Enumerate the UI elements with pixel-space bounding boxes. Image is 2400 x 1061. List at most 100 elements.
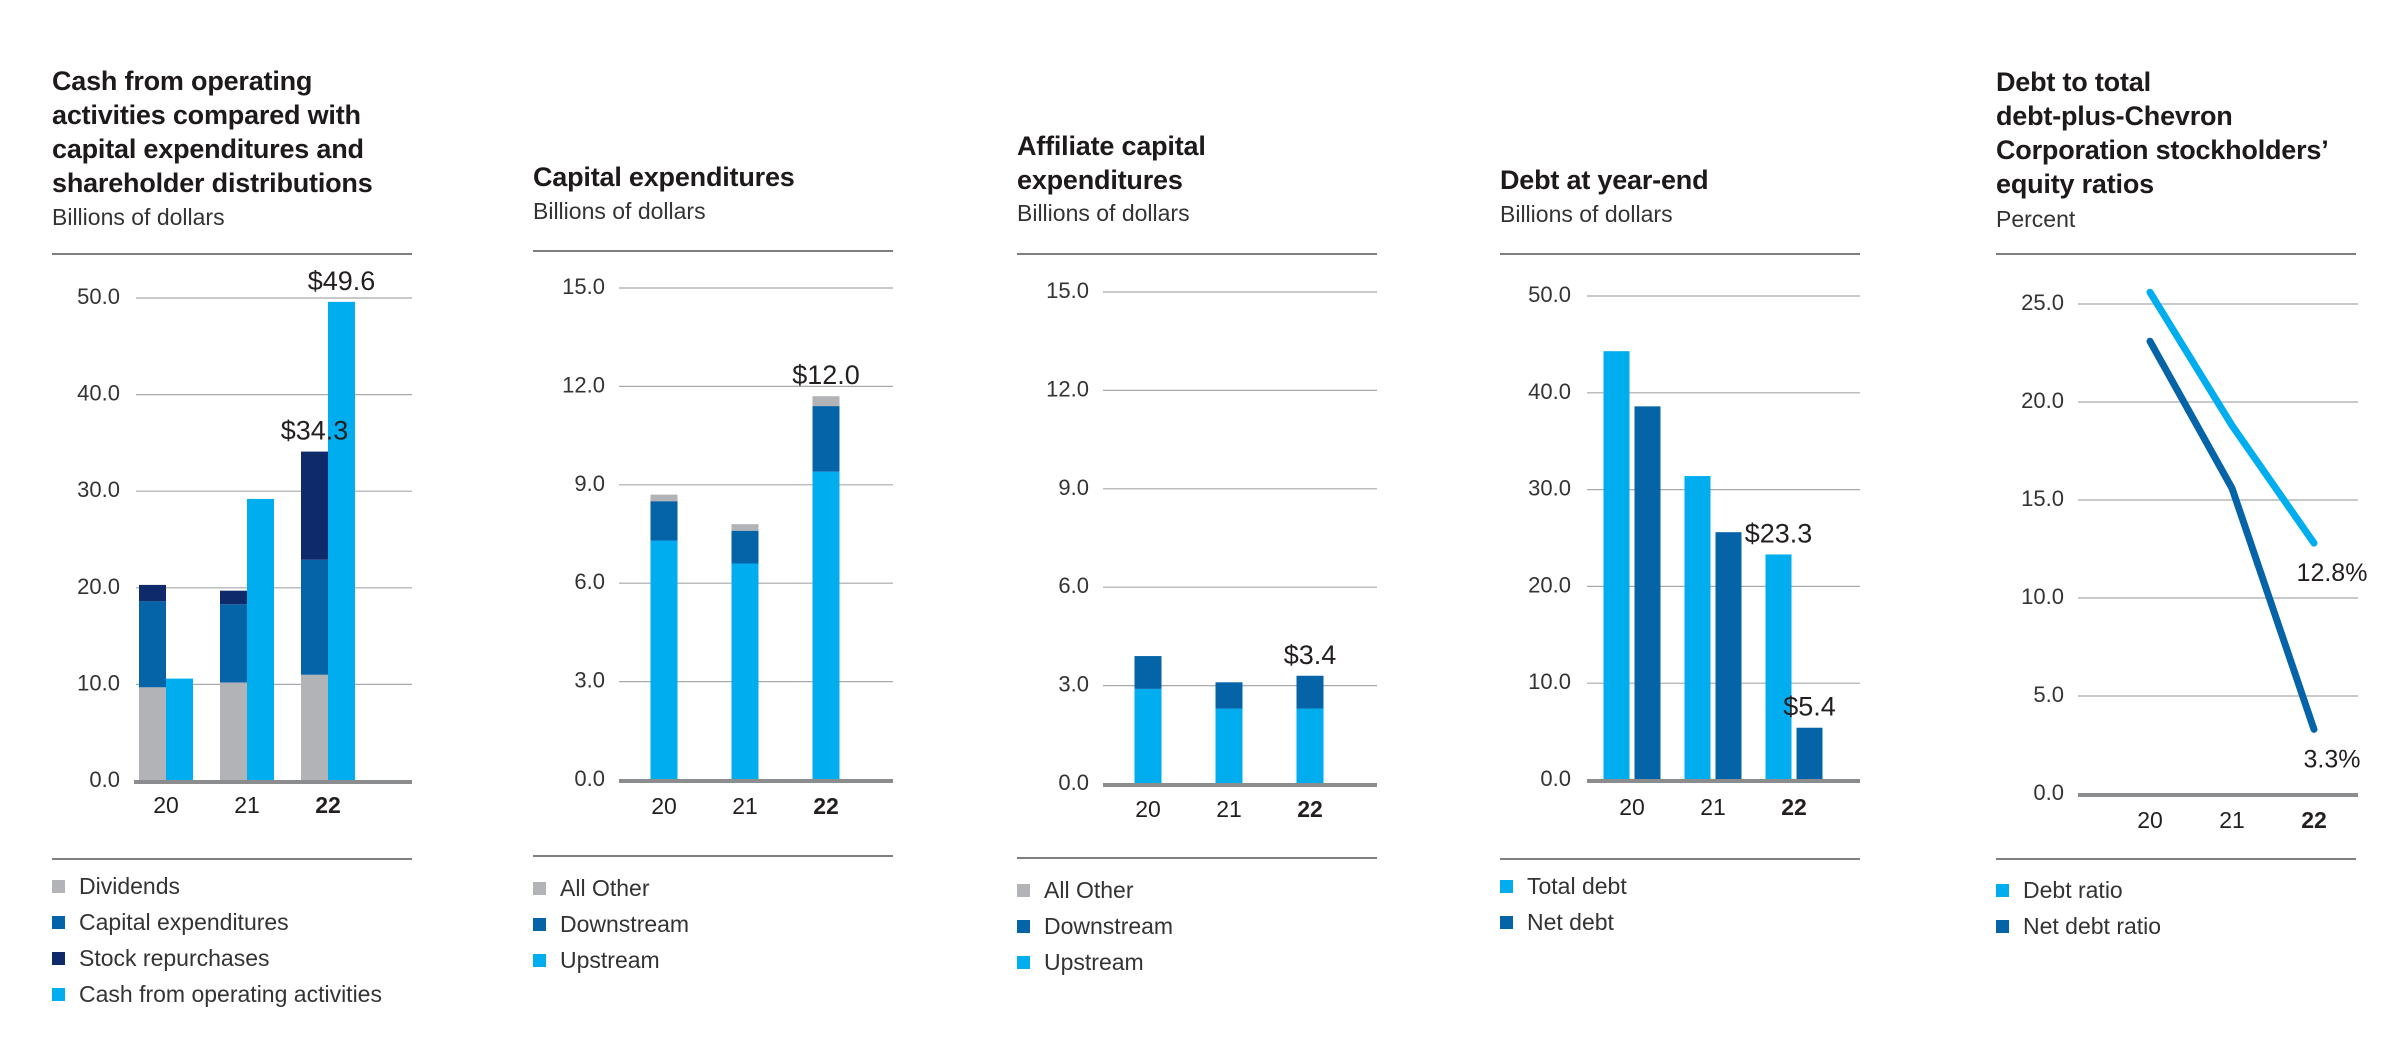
y-tick-label: 0.0 bbox=[89, 767, 120, 792]
y-tick-label: 12.0 bbox=[1046, 376, 1089, 401]
legend-swatch-net-debt-ratio bbox=[1996, 919, 2009, 933]
y-tick-label: 9.0 bbox=[574, 471, 605, 496]
chart-panel-affiliate-capex: Affiliate capital expenditures Billions … bbox=[1017, 0, 1377, 1061]
chart-title-line: Cash from operating bbox=[52, 66, 313, 96]
chart-title-line: Corporation stockholders’ bbox=[1996, 135, 2329, 165]
legend-item: Total debt bbox=[1500, 868, 1627, 904]
chart-panel-capex: Capital expenditures Billions of dollars… bbox=[533, 0, 893, 1061]
legend-label: Stock repurchases bbox=[79, 945, 270, 971]
y-tick-label: 3.0 bbox=[1058, 672, 1089, 697]
legend-label: Debt ratio bbox=[2023, 877, 2123, 903]
x-category-label: 21 bbox=[234, 792, 260, 818]
legend-swatch-debt-ratio bbox=[1996, 883, 2009, 897]
legend-item: All Other bbox=[1017, 872, 1173, 908]
legend-swatch-all-other bbox=[1017, 883, 1030, 897]
legend-label: Dividends bbox=[79, 873, 180, 899]
bar-upstream bbox=[812, 471, 840, 780]
chart-legend: All Other Downstream Upstream bbox=[533, 870, 689, 978]
legend-label: Cash from operating activities bbox=[79, 981, 382, 1007]
bar-cash-from-operating-activities bbox=[166, 678, 193, 781]
x-category-label: 20 bbox=[153, 792, 179, 818]
y-tick-label: 10.0 bbox=[77, 670, 120, 695]
bar-upstream bbox=[731, 563, 759, 780]
data-label: 12.8% bbox=[2297, 559, 2368, 587]
chart-legend: Total debt Net debt bbox=[1500, 868, 1627, 940]
legend-swatch-repurchases bbox=[52, 951, 65, 965]
legend-swatch-cash bbox=[52, 987, 65, 1001]
data-label: $12.0 bbox=[792, 360, 860, 390]
y-tick-label: 40.0 bbox=[77, 381, 120, 406]
x-category-label: 21 bbox=[1216, 796, 1242, 822]
bar-cash-from-operating-activities bbox=[247, 498, 274, 781]
legend-item: Upstream bbox=[1017, 944, 1173, 980]
chart-legend: All Other Downstream Upstream bbox=[1017, 872, 1173, 980]
bar-net-debt bbox=[1715, 532, 1742, 780]
legend-item: Cash from operating activities bbox=[52, 976, 382, 1012]
legend-label: All Other bbox=[560, 875, 650, 901]
chart-title-line: Affiliate capital bbox=[1017, 131, 1206, 161]
x-category-label: 21 bbox=[2219, 807, 2245, 833]
bar-upstream bbox=[1215, 708, 1243, 784]
line-net-debt-ratio bbox=[2146, 337, 2318, 733]
y-tick-label: 12.0 bbox=[562, 372, 605, 397]
chart-plot: 0.0 3.0 6.0 9.0 12.0 15.0 $12.0 20 21 22 bbox=[533, 250, 893, 857]
bar-capital-expenditures bbox=[301, 559, 328, 675]
legend-swatch-upstream bbox=[1017, 955, 1030, 969]
chart-title: Cash from operating activities compared … bbox=[52, 64, 452, 200]
chart-title-line: Debt to total bbox=[1996, 67, 2151, 97]
bar-downstream bbox=[650, 501, 678, 541]
y-tick-label: 30.0 bbox=[77, 477, 120, 502]
x-category-label: 21 bbox=[732, 793, 758, 819]
bar-upstream bbox=[1134, 688, 1162, 784]
legend-label: All Other bbox=[1044, 877, 1134, 903]
chart-subtitle: Billions of dollars bbox=[52, 204, 225, 230]
bar-downstream bbox=[1134, 656, 1162, 689]
legend-label: Upstream bbox=[1044, 949, 1144, 975]
y-tick-label: 3.0 bbox=[574, 668, 605, 693]
chart-panel-debt-ratios: Debt to total debt-plus-Chevron Corporat… bbox=[1996, 0, 2376, 1061]
bar-total-debt bbox=[1684, 476, 1711, 780]
bar-all-other bbox=[650, 494, 678, 502]
legend-swatch-net-debt bbox=[1500, 915, 1513, 929]
x-category-label: 21 bbox=[1700, 794, 1726, 820]
bar-capital-expenditures bbox=[220, 604, 247, 683]
data-label: 3.3% bbox=[2304, 745, 2361, 773]
x-category-label: 20 bbox=[2137, 807, 2163, 833]
chart-legend: Dividends Capital expenditures Stock rep… bbox=[52, 868, 382, 1012]
y-tick-label: 15.0 bbox=[2021, 486, 2064, 511]
bar-upstream bbox=[1296, 708, 1324, 784]
legend-item: Upstream bbox=[533, 942, 689, 978]
x-category-label: 22 bbox=[2301, 807, 2327, 833]
bar-total-debt bbox=[1603, 351, 1630, 780]
chart-title-line: capital expenditures and bbox=[52, 134, 364, 164]
chart-subtitle: Billions of dollars bbox=[1017, 200, 1190, 226]
legend-swatch-upstream bbox=[533, 953, 546, 967]
bar-upstream bbox=[650, 540, 678, 780]
y-tick-label: 20.0 bbox=[77, 574, 120, 599]
bar-total-debt bbox=[1765, 554, 1792, 780]
y-tick-label: 15.0 bbox=[562, 274, 605, 299]
chart-title: Debt to total debt-plus-Chevron Corporat… bbox=[1996, 65, 2396, 201]
data-label: $49.6 bbox=[308, 266, 376, 296]
chart-title: Debt at year-end bbox=[1500, 163, 1900, 197]
y-tick-label: 40.0 bbox=[1528, 379, 1571, 404]
chart-plot: 0.0 3.0 6.0 9.0 12.0 15.0 $3.4 20 21 22 bbox=[1017, 253, 1377, 859]
chart-title-line: activities compared with bbox=[52, 100, 361, 130]
legend-label: Total debt bbox=[1527, 873, 1627, 899]
data-label: $23.3 bbox=[1745, 518, 1813, 548]
chart-subtitle: Billions of dollars bbox=[1500, 201, 1673, 227]
y-tick-label: 0.0 bbox=[2033, 780, 2064, 805]
x-category-label: 20 bbox=[651, 793, 677, 819]
chart-title-line: Debt at year-end bbox=[1500, 165, 1709, 195]
y-tick-label: 5.0 bbox=[2033, 682, 2064, 707]
y-tick-label: 6.0 bbox=[1058, 573, 1089, 598]
y-tick-label: 25.0 bbox=[2021, 290, 2064, 315]
legend-label: Net debt bbox=[1527, 909, 1614, 935]
legend-item: Net debt bbox=[1500, 904, 1627, 940]
x-category-label: 22 bbox=[1781, 794, 1807, 820]
chart-title-line: expenditures bbox=[1017, 165, 1183, 195]
data-label: $34.3 bbox=[281, 416, 349, 446]
legend-swatch-dividends bbox=[52, 879, 65, 893]
chart-plot: 0.0 10.0 20.0 30.0 40.0 50.0 $23.3 $5.4 20 21 22 bbox=[1500, 253, 1860, 860]
chart-title-line: Capital expenditures bbox=[533, 162, 795, 192]
